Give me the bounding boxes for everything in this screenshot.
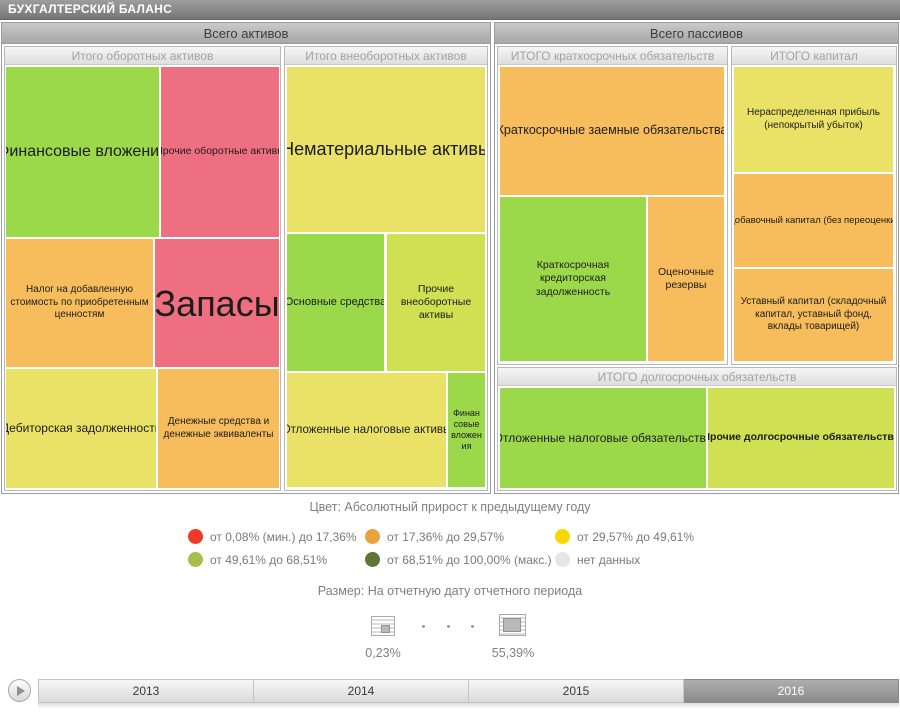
timeline-year-2015[interactable]: 2015 — [469, 679, 684, 703]
legend-dot-nodata-icon — [555, 552, 570, 567]
legend-label: от 0,08% (мин.) до 17,36% — [210, 529, 357, 544]
legend-dot-darkgreen-icon — [365, 552, 380, 567]
play-icon — [16, 685, 25, 696]
longterm-liabilities-header: ИТОГО долгосрочных обязательств — [498, 368, 896, 386]
capital-header: ИТОГО капитал — [732, 47, 896, 65]
cell-deferred-tax-liabilities[interactable]: Отложенные налоговые обязательства — [500, 388, 706, 488]
cell-intangible-assets[interactable]: Нематериальные активы — [287, 67, 485, 232]
legend-label: от 49,61% до 68,51% — [210, 552, 327, 567]
timeline-year-2016[interactable]: 2016 — [684, 679, 899, 703]
cell-shortterm-borrowings[interactable]: Краткосрочные заемные обязательства — [500, 67, 724, 195]
legend-item: от 29,57% до 49,61% — [555, 528, 755, 545]
size-scale-dot-icon — [471, 625, 474, 628]
assets-group-header: Всего активов — [2, 23, 490, 44]
treemap-size-min-inner — [381, 625, 390, 633]
cell-estimated-reserves[interactable]: Оценочные резервы — [648, 197, 724, 361]
cell-cash-and-equivalents[interactable]: Денежные средства и денежные эквиваленты — [158, 369, 279, 488]
noncurrent-assets-header: Итого внеоборотных активов — [285, 47, 487, 65]
size-legend-title: Размер: На отчетную дату отчетного перио… — [317, 584, 583, 598]
play-button[interactable] — [8, 679, 31, 702]
size-min-value: 0,23% — [365, 646, 401, 660]
shortterm-liabilities-header: ИТОГО краткосрочных обязательств — [498, 47, 727, 65]
legend-item: от 49,61% до 68,51% — [188, 551, 365, 568]
legend-label: нет данных — [577, 552, 641, 567]
cell-additional-capital[interactable]: Добавочный капитал (без переоценки) — [734, 174, 893, 267]
cell-accounts-receivable[interactable]: Дебиторская задолженность — [6, 369, 156, 488]
cell-shortterm-payables[interactable]: Краткосрочная кредиторская задолженность — [500, 197, 646, 361]
timeline-shadow — [38, 703, 899, 708]
cell-other-noncurrent-assets[interactable]: Прочие внеоборотные активы — [387, 234, 485, 371]
timeline-year-2014[interactable]: 2014 — [254, 679, 469, 703]
color-legend-title: Цвет: Абсолютный прирост к предыдущему г… — [309, 500, 591, 514]
cell-vat-on-purchases[interactable]: Налог на добавленную стоимость по приобр… — [6, 239, 153, 367]
size-max-value: 55,39% — [491, 646, 535, 660]
legend-dot-yellow-icon — [555, 529, 570, 544]
legend-dot-orange-icon — [365, 529, 380, 544]
treemap-size-max-icon — [499, 614, 526, 636]
cell-retained-earnings[interactable]: Нераспределенная прибыль (непокрытый убы… — [734, 67, 893, 172]
legend-dot-red-icon — [188, 529, 203, 544]
treemap-size-max-inner — [503, 618, 521, 632]
size-scale-dot-icon — [422, 625, 425, 628]
cell-deferred-tax-assets[interactable]: Отложенные налоговые активы — [287, 373, 446, 487]
legend-item: от 17,36% до 29,57% — [365, 528, 555, 545]
timeline-year-2013[interactable]: 2013 — [38, 679, 254, 703]
cell-fixed-assets[interactable]: Основные средства — [287, 234, 384, 371]
window-title: БУХГАЛТЕРСКИЙ БАЛАНС — [0, 0, 900, 20]
legend-label: от 17,36% до 29,57% — [387, 529, 504, 544]
legend-item: нет данных — [555, 551, 755, 568]
legend-item: от 0,08% (мин.) до 17,36% — [188, 528, 365, 545]
color-legend: от 0,08% (мин.) до 17,36% от 17,36% до 2… — [188, 528, 755, 568]
treemap-size-min-icon — [371, 616, 395, 636]
cell-financial-investments[interactable]: Финансовые вложения — [6, 67, 159, 237]
cell-inventories[interactable]: Запасы — [155, 239, 279, 367]
current-assets-header: Итого оборотных активов — [5, 47, 280, 65]
cell-other-longterm-liabilities[interactable]: Прочие долгосрочные обязательства — [708, 388, 894, 488]
cell-financial-investments-noncurrent[interactable]: Финансовые вложения — [448, 373, 485, 487]
timeline: 2013 2014 2015 2016 — [38, 679, 899, 703]
cell-other-current-assets[interactable]: Прочие оборотные активы — [161, 67, 279, 237]
legend-label: от 68,51% до 100,00% (макс.) — [387, 552, 552, 567]
liabilities-group-header: Всего пассивов — [495, 23, 898, 44]
legend-item: от 68,51% до 100,00% (макс.) — [365, 551, 555, 568]
cell-charter-capital[interactable]: Уставный капитал (складочный капитал, ус… — [734, 269, 893, 361]
legend-dot-green-icon — [188, 552, 203, 567]
legend-label: от 29,57% до 49,61% — [577, 529, 694, 544]
size-scale-dot-icon — [447, 625, 450, 628]
